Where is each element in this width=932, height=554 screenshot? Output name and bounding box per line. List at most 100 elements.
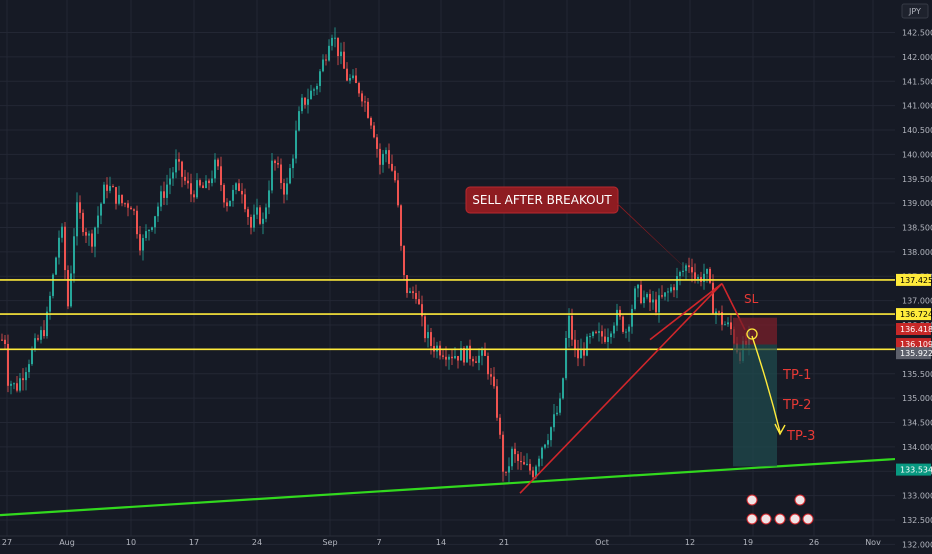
candle-body [571,315,573,340]
candle-body [214,159,216,179]
candle-body [235,183,237,190]
candle-body [295,130,297,159]
candle-body [664,292,666,297]
candle-body [286,183,288,195]
symbol-badge[interactable]: JPY [901,3,929,19]
time-tick-label: Sep [322,538,337,547]
price-tick-label: 141.000 [902,102,932,111]
candle-body [46,311,48,337]
candle-body [25,372,27,381]
candle-body [607,337,609,342]
candle-body [376,137,378,149]
candle-body [49,295,51,312]
time-tick-label: 27 [2,538,12,547]
candle-body [238,183,240,191]
candle-body [73,236,75,274]
candle-body [7,343,9,386]
candle-body [52,274,54,296]
price-tick-label: 139.000 [902,199,932,208]
candle-body [628,326,630,332]
candle-body [517,454,519,461]
event-icon [774,513,786,525]
candle-body [682,270,684,273]
time-axis[interactable]: 27 Aug 10 17 24 Sep 7 14 21 Oct 12 19 26 Nov [0,535,932,547]
candle-body [595,331,597,333]
stop-loss-zone [733,317,777,345]
candle-body [397,180,399,206]
candle-body [535,466,537,478]
candle-body [193,194,195,198]
candle-body [469,345,471,359]
candle-body [313,89,315,91]
candle-body [454,356,456,359]
candle-body [475,361,477,363]
price-tick-label: 135.500 [902,370,932,379]
candle-body [703,273,705,282]
candle-body [310,90,312,100]
candle-body [181,161,183,177]
candle-body [490,374,492,377]
candle-body [430,332,432,346]
candle-body [88,233,90,236]
price-tick-label: 135.000 [902,394,932,403]
triangle-lower-line [519,283,723,494]
candle-body [268,190,270,208]
candle-body [31,349,33,365]
candle-body [709,268,711,283]
candle-body [712,282,714,314]
candle-body [553,414,555,428]
price-tick-label: 140.000 [902,150,932,159]
candle-body [199,180,201,186]
candle-body [625,331,627,333]
candle-body [661,295,663,297]
candle-body [118,194,120,204]
candle-body [499,417,501,435]
candle-body [67,270,69,307]
candle-body [601,331,603,337]
candle-body [640,284,642,304]
candle-body [148,229,150,232]
candle-body [157,206,159,217]
candle-body [502,434,504,472]
tp1-label: TP-1 [782,368,811,383]
event-icon [760,513,772,525]
entry-marker [746,328,758,340]
candle-body [151,227,153,230]
event-icon [794,494,806,506]
candle-body [598,331,600,333]
candle-body [412,291,414,294]
candle-body [223,185,225,203]
candle-body [10,383,12,386]
event-icon [802,513,814,525]
time-tick-label: Aug [59,538,75,547]
candle-body [211,178,213,184]
time-tick-label: 10 [126,538,136,547]
candle-body [283,183,285,195]
candle-body [328,45,330,61]
candle-body [82,212,84,233]
candle-body [349,78,351,81]
candle-body [547,440,549,445]
event-icon [746,494,758,506]
candle-body [514,448,516,455]
price-tick-label: 142.000 [902,53,932,62]
candle-body [97,215,99,228]
price-axis[interactable]: 131.500132.000132.500133.000133.500134.0… [895,0,932,550]
candle-body [64,226,66,271]
candle-body [421,304,423,317]
candle-body [142,238,144,251]
candle-body [352,75,354,79]
time-tick-label: 26 [809,538,819,547]
support-trendline [0,457,896,517]
event-icon [746,513,758,525]
time-tick-label: Nov [865,538,881,547]
level-price-tag-text: 136.724 [900,310,932,319]
candle-body [715,311,717,314]
candle-body [457,356,459,361]
price-tick-label: 141.500 [902,77,932,86]
candle-body [691,267,693,273]
candle-body [556,412,558,415]
candle-body [37,338,39,340]
